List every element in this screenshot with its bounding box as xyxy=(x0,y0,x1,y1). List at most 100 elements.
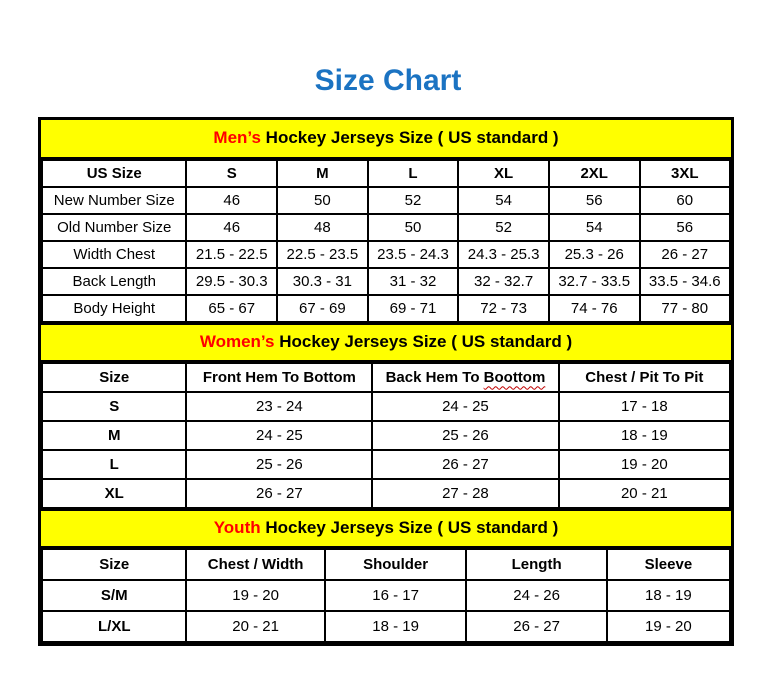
cell-value: 26 - 27 xyxy=(465,609,608,643)
table-row: XL 26 - 27 27 - 28 20 - 21 xyxy=(40,477,732,509)
cell-value: 77 - 80 xyxy=(638,293,732,323)
row-label: M xyxy=(40,419,188,451)
mens-header-row: US Size S M L XL 2XL 3XL xyxy=(40,158,732,188)
misspelled-word: Boottom xyxy=(483,368,546,386)
womens-col-header: Chest / Pit To Pit xyxy=(557,361,732,393)
cell-value: 25 - 26 xyxy=(185,448,374,480)
row-label: New Number Size xyxy=(40,185,188,215)
mens-section-banner: Men’s Hockey Jerseys Size ( US standard … xyxy=(41,119,731,159)
cell-value: 52 xyxy=(366,185,460,215)
table-row: L/XL 20 - 21 18 - 19 26 - 27 19 - 20 xyxy=(40,609,732,643)
youth-section-name: Youth xyxy=(213,518,261,537)
row-label: L/XL xyxy=(40,609,188,643)
womens-header-row: Size Front Hem To Bottom Back Hem To Boo… xyxy=(40,361,732,393)
cell-value: 19 - 20 xyxy=(557,448,732,480)
mens-col-header: XL xyxy=(457,158,550,188)
cell-value: 24 - 26 xyxy=(465,578,608,612)
womens-section-name: Women’s xyxy=(199,332,275,351)
cell-value: 31 - 32 xyxy=(366,266,460,296)
cell-value: 32 - 32.7 xyxy=(457,266,550,296)
cell-value: 56 xyxy=(547,185,641,215)
size-chart-tables: Men’s Hockey Jerseys Size ( US standard … xyxy=(38,116,734,646)
youth-header-row: Size Chest / Width Shoulder Length Sleev… xyxy=(40,547,732,581)
row-label: L xyxy=(40,448,188,480)
row-label: Width Chest xyxy=(40,239,188,269)
cell-value: 20 - 21 xyxy=(557,477,732,509)
cell-value: 50 xyxy=(276,185,369,215)
cell-value: 19 - 20 xyxy=(185,578,326,612)
table-row: S/M 19 - 20 16 - 17 24 - 26 18 - 19 xyxy=(40,578,732,612)
youth-col-header: Chest / Width xyxy=(185,547,326,581)
table-row: M 24 - 25 25 - 26 18 - 19 xyxy=(40,419,732,451)
youth-col-header: Sleeve xyxy=(605,547,732,581)
cell-value: 60 xyxy=(638,185,732,215)
cell-value: 32.7 - 33.5 xyxy=(547,266,641,296)
row-label: Body Height xyxy=(40,293,188,323)
mens-col-header: L xyxy=(366,158,460,188)
cell-value: 52 xyxy=(457,212,550,242)
cell-value: 18 - 19 xyxy=(557,419,732,451)
cell-value: 30.3 - 31 xyxy=(276,266,369,296)
cell-value: 25 - 26 xyxy=(371,419,560,451)
cell-value: 65 - 67 xyxy=(185,293,279,323)
cell-value: 26 - 27 xyxy=(185,477,374,509)
table-row: Back Length 29.5 - 30.3 30.3 - 31 31 - 32 32… xyxy=(40,266,732,296)
mens-size-table: US Size S M L XL 2XL 3XL New Number Size… xyxy=(40,158,732,323)
cell-value: 74 - 76 xyxy=(547,293,641,323)
mens-col-header: S xyxy=(185,158,279,188)
cell-value: 24 - 25 xyxy=(185,419,374,451)
cell-value: 46 xyxy=(185,212,279,242)
cell-value: 67 - 69 xyxy=(276,293,369,323)
row-label: S/M xyxy=(40,578,188,612)
table-row: L 25 - 26 26 - 27 19 - 20 xyxy=(40,448,732,480)
row-label: Back Length xyxy=(40,266,188,296)
cell-value: 20 - 21 xyxy=(185,609,326,643)
cell-value: 24 - 25 xyxy=(371,390,560,422)
mens-section-banner-text: Hockey Jerseys Size ( US standard ) xyxy=(260,128,559,147)
womens-section-banner: Women’s Hockey Jerseys Size ( US standar… xyxy=(41,322,731,362)
cell-value: 23.5 - 24.3 xyxy=(366,239,460,269)
youth-size-table: Size Chest / Width Shoulder Length Sleev… xyxy=(40,547,732,643)
table-row: Width Chest 21.5 - 22.5 22.5 - 23.5 23.5 - … xyxy=(40,239,732,269)
mens-col-header: US Size xyxy=(40,158,188,188)
cell-value: 56 xyxy=(638,212,732,242)
womens-section-banner-text: Hockey Jerseys Size ( US standard ) xyxy=(274,332,573,351)
cell-value: 46 xyxy=(185,185,279,215)
cell-value: 69 - 71 xyxy=(366,293,460,323)
womens-col-header: Front Hem To Bottom xyxy=(185,361,374,393)
cell-value: 72 - 73 xyxy=(457,293,550,323)
mens-col-header: M xyxy=(276,158,369,188)
womens-col-header-misspelled: Back Hem To Boottom xyxy=(371,361,560,393)
row-label: XL xyxy=(40,477,188,509)
cell-value: 21.5 - 22.5 xyxy=(185,239,279,269)
cell-value: 50 xyxy=(366,212,460,242)
mens-col-header: 3XL xyxy=(638,158,732,188)
cell-value: 22.5 - 23.5 xyxy=(276,239,369,269)
page-title: Size Chart xyxy=(314,64,462,97)
youth-section-banner: Youth Hockey Jerseys Size ( US standard … xyxy=(41,508,731,548)
row-label: Old Number Size xyxy=(40,212,188,242)
table-row: New Number Size 46 50 52 54 56 60 xyxy=(40,185,732,215)
cell-value: 23 - 24 xyxy=(185,390,374,422)
youth-col-header: Shoulder xyxy=(323,547,468,581)
cell-value: 16 - 17 xyxy=(323,578,468,612)
mens-col-header: 2XL xyxy=(547,158,641,188)
cell-value: 18 - 19 xyxy=(605,578,732,612)
cell-value: 54 xyxy=(457,185,550,215)
header-text: Back Hem To xyxy=(385,368,484,386)
cell-value: 33.5 - 34.6 xyxy=(638,266,732,296)
table-row: S 23 - 24 24 - 25 17 - 18 xyxy=(40,390,732,422)
womens-size-table: Size Front Hem To Bottom Back Hem To Boo… xyxy=(40,361,732,509)
table-row: Old Number Size 46 48 50 52 54 56 xyxy=(40,212,732,242)
youth-col-header: Size xyxy=(40,547,188,581)
mens-section-name: Men’s xyxy=(213,128,261,147)
womens-col-header: Size xyxy=(40,361,188,393)
cell-value: 25.3 - 26 xyxy=(547,239,641,269)
cell-value: 48 xyxy=(276,212,369,242)
cell-value: 24.3 - 25.3 xyxy=(457,239,550,269)
cell-value: 26 - 27 xyxy=(638,239,732,269)
cell-value: 29.5 - 30.3 xyxy=(185,266,279,296)
youth-section-banner-text: Hockey Jerseys Size ( US standard ) xyxy=(260,518,559,537)
cell-value: 26 - 27 xyxy=(371,448,560,480)
youth-col-header: Length xyxy=(465,547,608,581)
